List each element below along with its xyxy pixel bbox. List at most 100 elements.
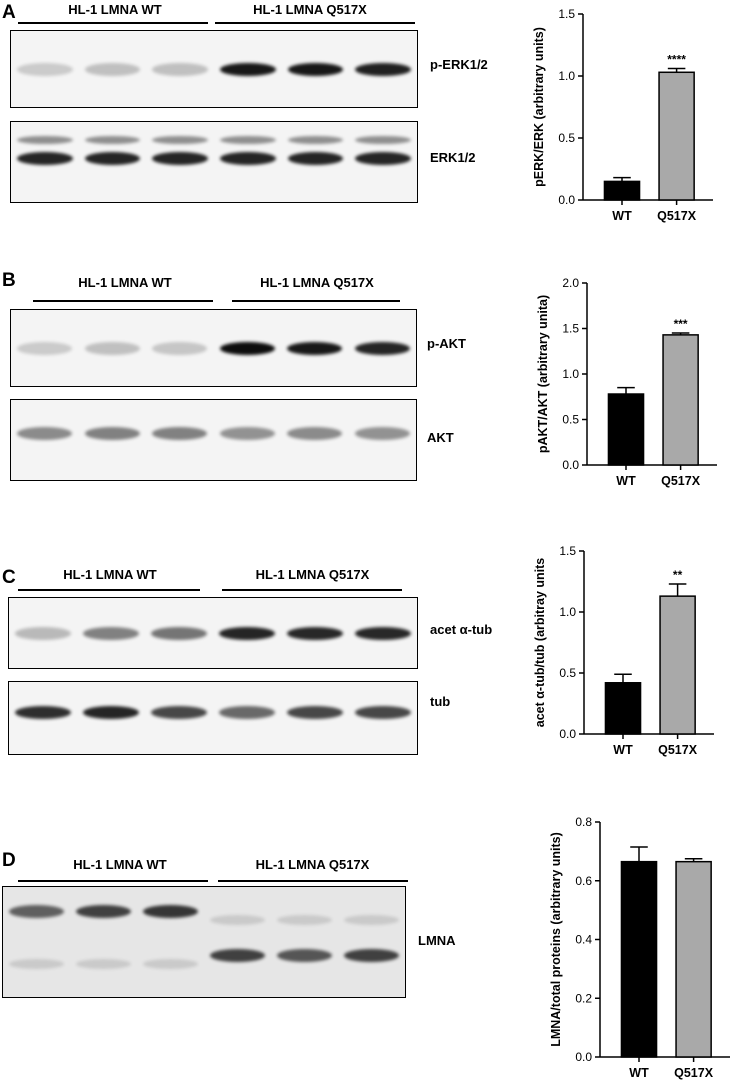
group-label-q517x: HL-1 LMNA Q517X bbox=[253, 2, 367, 17]
x-tick-label: Q517X bbox=[657, 209, 697, 223]
y-tick-label: 0.5 bbox=[562, 413, 579, 427]
significance-label: ** bbox=[673, 568, 683, 582]
band-lane-1 bbox=[17, 341, 73, 355]
y-axis-label: pAKT/AKT (arbitrary unita) bbox=[536, 295, 550, 453]
panel-label: A bbox=[2, 2, 16, 23]
blot-erk bbox=[10, 121, 418, 203]
group-line-q517x bbox=[218, 880, 408, 882]
band-lane-5 bbox=[277, 948, 332, 962]
band-lane-2 bbox=[84, 136, 141, 145]
band-lane-2 bbox=[84, 427, 140, 441]
blot-lmna bbox=[2, 886, 406, 998]
band-lane-1 bbox=[15, 626, 71, 640]
blot-label-tub: tub bbox=[430, 694, 451, 709]
band-lane-6 bbox=[355, 136, 411, 145]
bar-chart-pakt: 0.0 0.5 1.0 1.5 2.0 pAKT/AKT (arbitrary unita… bbox=[536, 276, 717, 488]
y-tick-label: 0.5 bbox=[559, 666, 576, 680]
y-axis-label: pERK/ERK (arbitrary units) bbox=[532, 27, 546, 187]
panel-label: C bbox=[2, 567, 16, 588]
y-tick-label: 0.4 bbox=[575, 933, 592, 947]
blot-acet-tub bbox=[8, 597, 418, 669]
group-label-q517x: HL-1 LMNA Q517X bbox=[255, 567, 370, 582]
blot-label-pakt: p-AKT bbox=[427, 336, 466, 351]
band-lane-3 bbox=[143, 959, 198, 969]
x-tick-label: WT bbox=[613, 743, 633, 757]
band-lane-6 bbox=[355, 62, 411, 76]
band-lane-2 bbox=[84, 151, 141, 165]
group-label-wt: HL-1 LMNA WT bbox=[73, 857, 167, 872]
y-tick-label: 0.0 bbox=[558, 193, 575, 207]
y-tick-label: 1.0 bbox=[558, 69, 575, 83]
band-lane-2 bbox=[76, 904, 131, 918]
y-tick-label: 0.8 bbox=[575, 815, 592, 829]
panel-label: D bbox=[2, 850, 16, 871]
x-tick-label: WT bbox=[629, 1066, 649, 1080]
band-lane-4 bbox=[220, 136, 276, 145]
y-tick-label: 1.0 bbox=[562, 367, 579, 381]
band-lane-5 bbox=[287, 151, 344, 165]
group-label-wt: HL-1 LMNA WT bbox=[63, 567, 157, 582]
band-lane-4 bbox=[220, 151, 276, 165]
y-tick-label: 0.0 bbox=[575, 1050, 592, 1064]
group-label-q517x: HL-1 LMNA Q517X bbox=[255, 857, 370, 872]
band-lane-1 bbox=[9, 959, 64, 969]
band-lane-1 bbox=[17, 151, 73, 165]
band-lane-4 bbox=[210, 948, 265, 962]
bar-q517x bbox=[675, 860, 712, 1058]
band-lane-1 bbox=[15, 705, 71, 719]
band-lane-6 bbox=[344, 948, 399, 962]
band-lane-4 bbox=[220, 62, 276, 76]
band-lane-3 bbox=[152, 341, 208, 355]
band-lane-3 bbox=[151, 705, 207, 719]
group-label-wt: HL-1 LMNA WT bbox=[78, 275, 172, 290]
bar-q517x bbox=[659, 595, 696, 735]
band-lane-5 bbox=[287, 62, 344, 76]
x-tick-label: WT bbox=[616, 474, 636, 488]
band-lane-5 bbox=[277, 915, 332, 925]
blot-tub bbox=[8, 681, 418, 755]
blot-label-perk: p-ERK1/2 bbox=[430, 57, 488, 72]
group-label-wt: HL-1 LMNA WT bbox=[68, 2, 162, 17]
group-line-wt bbox=[18, 589, 200, 591]
band-lane-6 bbox=[354, 427, 410, 441]
bar-chart-acet-tub: 0.0 0.5 1.0 1.5 acet α-tub/tub (arbitray uni… bbox=[533, 544, 714, 757]
band-lane-6 bbox=[355, 705, 411, 719]
band-lane-5 bbox=[287, 626, 343, 640]
y-tick-label: 1.5 bbox=[558, 7, 575, 21]
blot-label-akt: AKT bbox=[427, 430, 454, 445]
band-lane-5 bbox=[287, 341, 343, 355]
band-lane-5 bbox=[287, 136, 344, 145]
group-line-wt bbox=[18, 880, 208, 882]
blot-label-lmna: LMNA bbox=[418, 933, 456, 948]
bar-wt bbox=[620, 860, 658, 1058]
band-lane-4 bbox=[219, 341, 275, 355]
panel-label: B bbox=[2, 270, 16, 291]
group-line-wt bbox=[18, 22, 208, 24]
band-lane-2 bbox=[84, 341, 140, 355]
band-lane-2 bbox=[84, 62, 141, 76]
bar-wt bbox=[607, 393, 645, 466]
band-lane-1 bbox=[17, 136, 73, 145]
group-label-q517x: HL-1 LMNA Q517X bbox=[260, 275, 374, 290]
y-tick-label: 0.0 bbox=[559, 727, 576, 741]
y-tick-label: 1.0 bbox=[559, 605, 576, 619]
y-tick-label: 0.6 bbox=[575, 874, 592, 888]
significance-label: **** bbox=[667, 53, 686, 67]
band-lane-2 bbox=[83, 626, 139, 640]
y-tick-label: 1.5 bbox=[559, 544, 576, 558]
group-line-wt bbox=[33, 300, 213, 302]
band-lane-6 bbox=[354, 341, 410, 355]
band-lane-6 bbox=[355, 626, 411, 640]
band-lane-1 bbox=[17, 427, 73, 441]
band-lane-6 bbox=[355, 151, 411, 165]
band-lane-3 bbox=[152, 427, 208, 441]
band-lane-2 bbox=[76, 959, 131, 969]
x-tick-label: Q517X bbox=[674, 1066, 714, 1080]
band-lane-4 bbox=[210, 915, 265, 925]
bar-q517x bbox=[658, 71, 695, 201]
y-tick-label: 0.0 bbox=[562, 458, 579, 472]
band-lane-5 bbox=[287, 705, 343, 719]
x-tick-label: Q517X bbox=[658, 743, 698, 757]
band-lane-4 bbox=[219, 626, 275, 640]
